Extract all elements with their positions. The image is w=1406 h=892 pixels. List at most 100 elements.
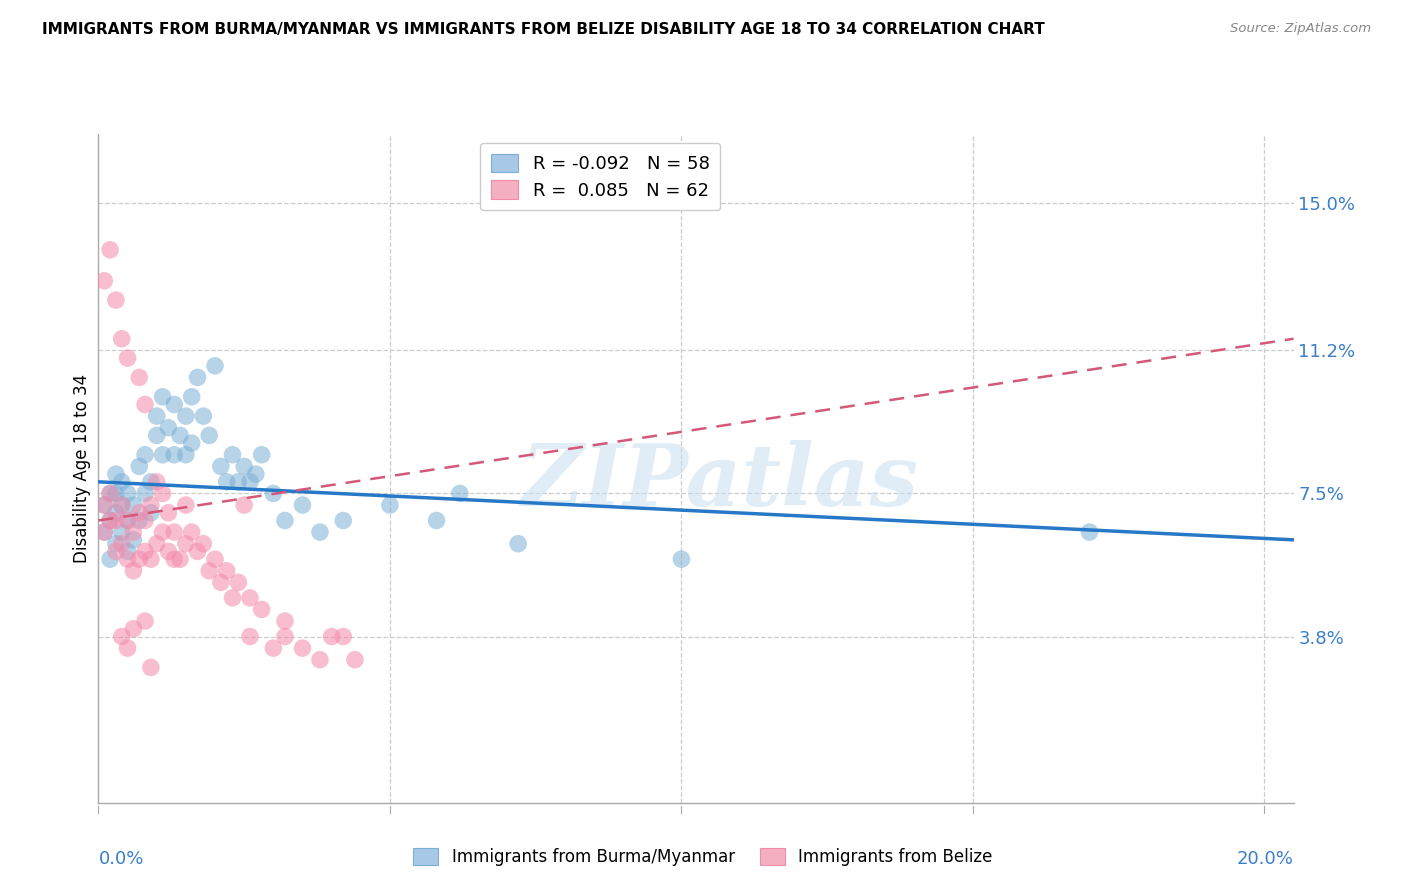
Point [221, 448, 243, 462]
Point [117, 641, 139, 656]
Point [139, 660, 162, 674]
Point [98, 552, 121, 566]
Point [128, 506, 150, 520]
Text: 0.0%: 0.0% [98, 849, 143, 868]
Point [1078, 525, 1101, 540]
Point [98, 514, 121, 528]
Point [134, 448, 156, 462]
Point [104, 506, 127, 520]
Point [233, 459, 256, 474]
Text: Source: ZipAtlas.com: Source: ZipAtlas.com [1230, 22, 1371, 36]
Point [215, 564, 238, 578]
Point [193, 537, 215, 551]
Point [111, 525, 134, 540]
Point [139, 475, 162, 489]
Point [122, 533, 145, 547]
Point [145, 428, 167, 442]
Point [111, 630, 134, 644]
Point [117, 514, 139, 528]
Point [163, 525, 186, 540]
Point [239, 475, 262, 489]
Point [104, 486, 127, 500]
Point [321, 630, 343, 644]
Point [104, 293, 127, 307]
Point [111, 475, 134, 489]
Point [228, 475, 250, 489]
Point [122, 498, 145, 512]
Point [104, 544, 127, 558]
Point [128, 552, 150, 566]
Point [174, 537, 197, 551]
Point [215, 475, 238, 489]
Point [117, 544, 139, 558]
Point [111, 332, 134, 346]
Point [117, 486, 139, 500]
Point [157, 544, 180, 558]
Point [233, 498, 256, 512]
Point [425, 514, 447, 528]
Point [134, 514, 156, 528]
Point [145, 475, 167, 489]
Point [309, 525, 332, 540]
Point [291, 498, 314, 512]
Point [332, 630, 354, 644]
Point [671, 552, 693, 566]
Point [93, 525, 115, 540]
Point [134, 486, 156, 500]
Point [152, 525, 174, 540]
Point [186, 370, 208, 384]
Point [274, 614, 297, 628]
Point [134, 397, 156, 411]
Point [169, 428, 191, 442]
Point [193, 409, 215, 423]
Point [239, 630, 262, 644]
Legend: R = -0.092   N = 58, R =  0.085   N = 62: R = -0.092 N = 58, R = 0.085 N = 62 [481, 143, 720, 211]
Point [98, 486, 121, 500]
Point [117, 351, 139, 365]
Point [93, 498, 115, 512]
Point [332, 514, 354, 528]
Point [291, 641, 314, 656]
Point [157, 506, 180, 520]
Point [111, 537, 134, 551]
Point [343, 653, 366, 667]
Point [128, 370, 150, 384]
Point [122, 622, 145, 636]
Point [262, 641, 284, 656]
Point [117, 514, 139, 528]
Point [245, 467, 267, 482]
Point [228, 575, 250, 590]
Point [104, 537, 127, 551]
Point [93, 274, 115, 288]
Point [152, 448, 174, 462]
Point [145, 537, 167, 551]
Point [180, 436, 202, 450]
Point [449, 486, 471, 500]
Point [209, 575, 232, 590]
Point [134, 544, 156, 558]
Point [163, 448, 186, 462]
Text: IMMIGRANTS FROM BURMA/MYANMAR VS IMMIGRANTS FROM BELIZE DISABILITY AGE 18 TO 34 : IMMIGRANTS FROM BURMA/MYANMAR VS IMMIGRA… [42, 22, 1045, 37]
Point [93, 498, 115, 512]
Point [239, 591, 262, 605]
Point [111, 498, 134, 512]
Point [163, 397, 186, 411]
Point [174, 498, 197, 512]
Point [274, 630, 297, 644]
Point [117, 552, 139, 566]
Y-axis label: Disability Age 18 to 34: Disability Age 18 to 34 [73, 374, 91, 563]
Text: ZIPatlas: ZIPatlas [520, 440, 920, 524]
Point [122, 564, 145, 578]
Point [209, 459, 232, 474]
Point [204, 359, 226, 373]
Point [134, 614, 156, 628]
Point [163, 552, 186, 566]
Point [508, 537, 530, 551]
Point [186, 544, 208, 558]
Point [145, 409, 167, 423]
Point [152, 486, 174, 500]
Point [198, 428, 221, 442]
Point [104, 514, 127, 528]
Point [98, 486, 121, 500]
Point [122, 525, 145, 540]
